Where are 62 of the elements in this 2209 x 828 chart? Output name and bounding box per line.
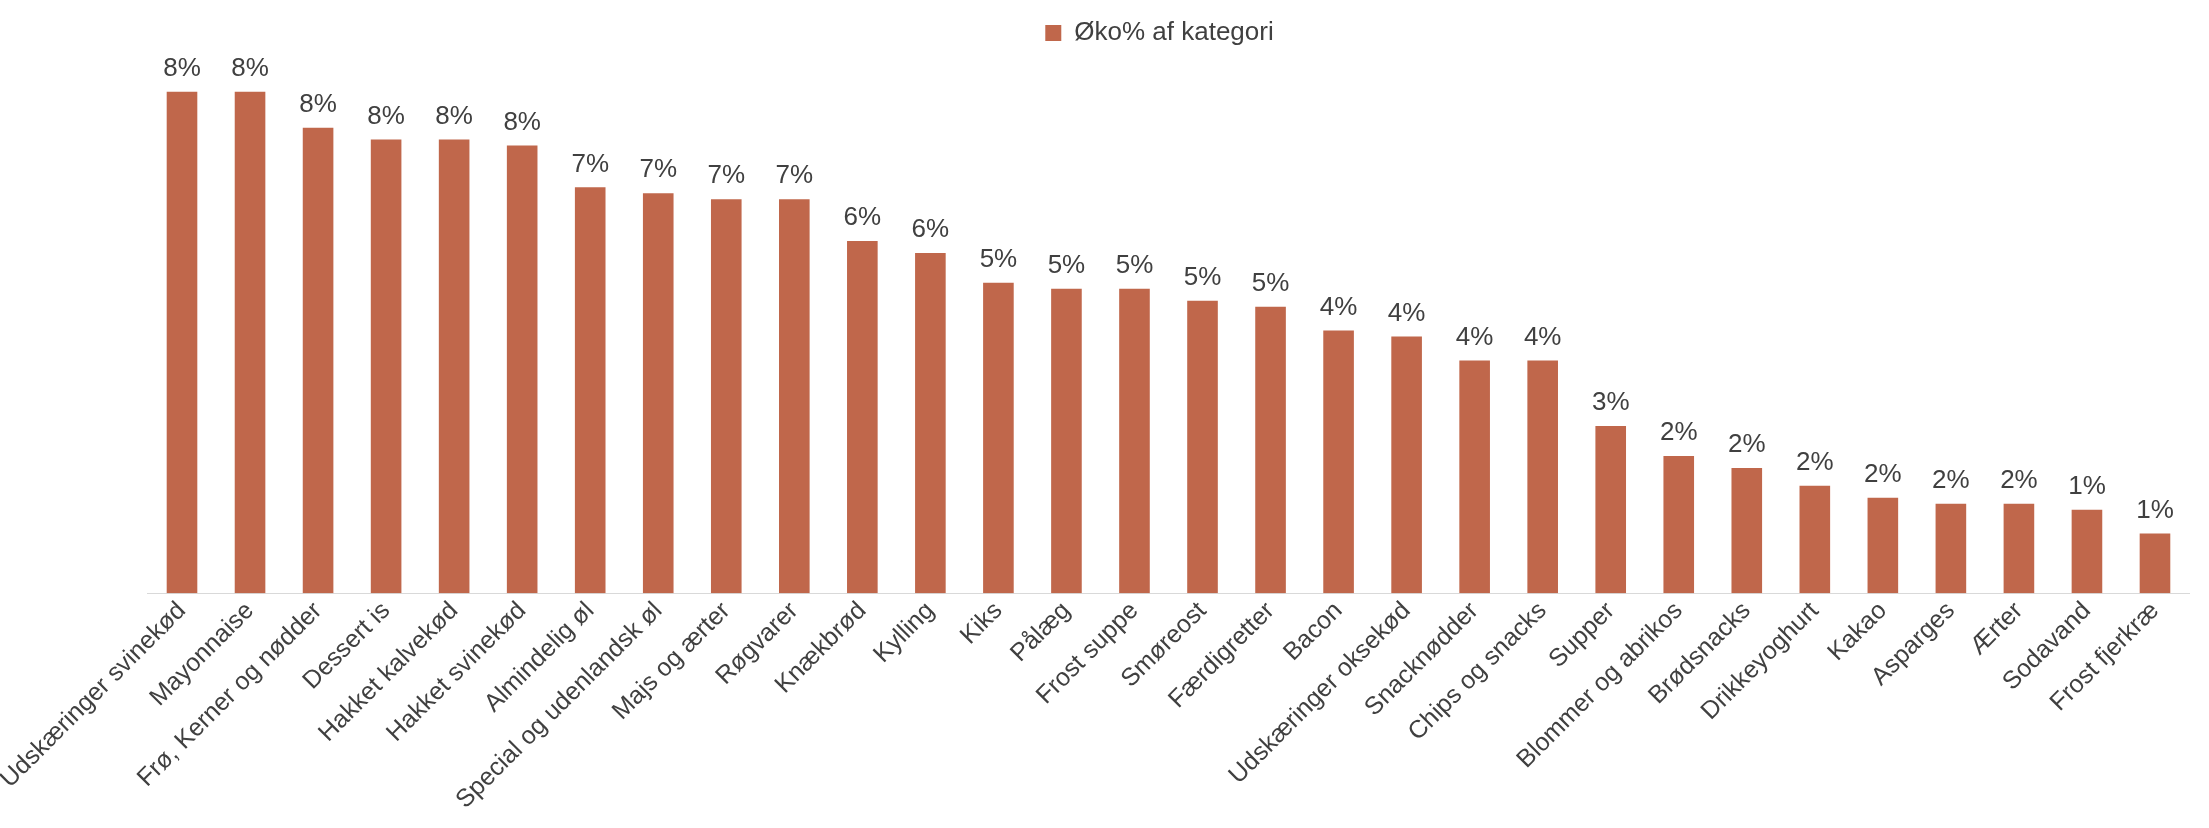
bar xyxy=(1799,485,1831,594)
bar xyxy=(710,199,742,594)
data-label: 1% xyxy=(2068,469,2106,500)
bar xyxy=(166,91,198,594)
bar xyxy=(1935,503,1967,594)
bar xyxy=(642,193,674,594)
data-label: 5% xyxy=(1115,248,1154,279)
data-label: 4% xyxy=(1387,296,1426,327)
bar xyxy=(1255,306,1286,594)
x-tick-label: Kiks xyxy=(953,595,1007,649)
bar xyxy=(2139,533,2171,594)
data-label: 4% xyxy=(1455,320,1494,351)
bar xyxy=(438,139,470,594)
bar xyxy=(1595,426,1627,594)
data-label: 8% xyxy=(163,51,201,82)
data-label: 4% xyxy=(1319,290,1358,321)
data-label: 2% xyxy=(1864,457,1902,488)
bar xyxy=(506,145,538,594)
data-label: 7% xyxy=(639,153,678,184)
bar xyxy=(574,187,606,594)
bar xyxy=(1663,455,1695,594)
bar xyxy=(1867,497,1899,594)
data-label: 8% xyxy=(503,105,541,136)
data-label: 7% xyxy=(707,159,746,190)
data-label: 8% xyxy=(231,51,269,82)
data-label: 8% xyxy=(435,99,473,130)
bar xyxy=(915,253,946,594)
bar xyxy=(779,199,810,594)
data-label: 2% xyxy=(1659,416,1698,447)
bar xyxy=(1391,336,1422,594)
bar xyxy=(1119,288,1150,594)
legend-label: Øko% af kategori xyxy=(1074,16,1274,47)
bar xyxy=(1527,360,1558,594)
data-label: 2% xyxy=(2000,463,2038,494)
data-label: 2% xyxy=(1932,463,1970,494)
data-label: 3% xyxy=(1591,386,1630,417)
bar xyxy=(302,127,334,594)
bar xyxy=(370,139,402,594)
bar xyxy=(1459,360,1490,594)
data-label: 5% xyxy=(1251,266,1290,297)
data-label: 2% xyxy=(1727,428,1766,459)
data-label: 5% xyxy=(1183,260,1222,291)
data-label: 5% xyxy=(1047,248,1086,279)
bar xyxy=(2003,503,2035,594)
bar xyxy=(983,282,1014,594)
data-label: 6% xyxy=(843,201,882,232)
data-label: 7% xyxy=(571,147,609,178)
bar xyxy=(1187,300,1218,594)
data-label: 4% xyxy=(1523,320,1562,351)
bar xyxy=(2071,509,2103,594)
data-label: 2% xyxy=(1796,445,1834,476)
data-label: 1% xyxy=(2136,493,2174,524)
data-label: 8% xyxy=(299,87,337,118)
data-label: 5% xyxy=(979,243,1018,274)
bar xyxy=(234,91,266,594)
bar xyxy=(1731,467,1763,594)
bar xyxy=(1323,330,1354,594)
data-label: 7% xyxy=(775,159,814,190)
data-label: 8% xyxy=(367,99,405,130)
bar xyxy=(847,241,878,594)
data-label: 6% xyxy=(911,213,950,244)
bar xyxy=(1051,288,1082,594)
